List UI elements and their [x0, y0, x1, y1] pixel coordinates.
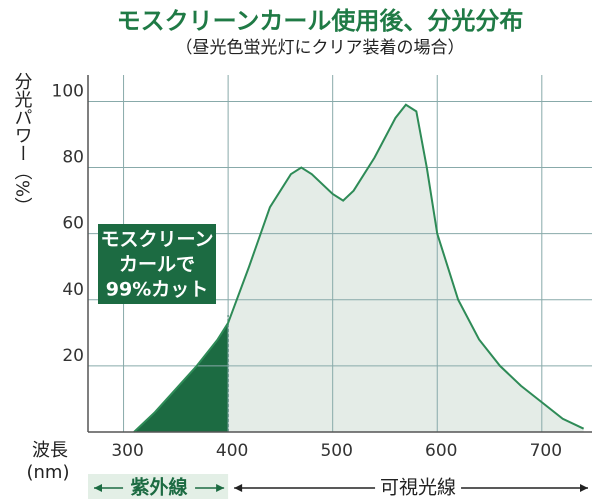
region-label: 可視光線	[380, 477, 456, 499]
x-tick-label: 400	[216, 441, 248, 461]
area-fill	[134, 104, 584, 432]
arrow-head	[94, 484, 102, 492]
y-tick-label: 20	[62, 346, 84, 366]
uv-cut-area	[134, 322, 229, 432]
area-line	[133, 103, 585, 433]
x-tick-label: 500	[320, 441, 352, 461]
y-tick-label: 100	[52, 81, 84, 101]
region-label: 紫外線	[131, 476, 188, 499]
chart-subtitle: （昼光色蛍光灯にクリア装着の場合）	[176, 38, 465, 58]
annotation-box	[98, 224, 216, 304]
x-tick-label: 300	[111, 441, 143, 461]
y-tick-label: 40	[62, 280, 84, 300]
y-axis-label: 分光パワー（%）	[12, 72, 33, 215]
arrow-head	[216, 484, 225, 492]
uv-band	[88, 474, 229, 499]
x-tick-label: 600	[425, 441, 457, 461]
chart-title: モスクリーンカール使用後、分光分布	[117, 7, 524, 35]
y-tick-label: 60	[62, 214, 84, 234]
annotation-text: カールで	[119, 254, 195, 276]
annotation-text: モスクリーン	[100, 229, 213, 251]
arrow-head	[234, 484, 243, 492]
y-tick-label: 80	[62, 148, 84, 168]
x-axis-label: 波長	[32, 440, 68, 461]
annotation-text: 99%カット	[106, 279, 208, 301]
arrow-head	[580, 484, 588, 492]
x-tick-label: 700	[530, 441, 562, 461]
x-axis-unit: (nm)	[27, 462, 70, 483]
